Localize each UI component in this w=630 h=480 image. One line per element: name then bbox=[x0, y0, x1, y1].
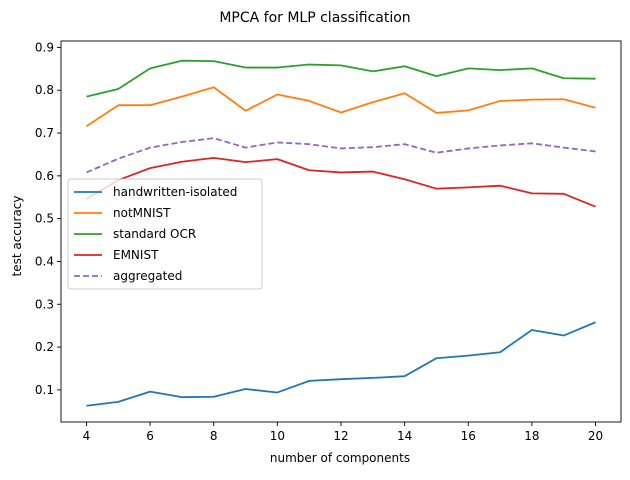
legend-label-0: handwritten-isolated bbox=[113, 185, 237, 199]
x-tick-label: 18 bbox=[524, 429, 539, 443]
y-tick-label: 0.8 bbox=[35, 83, 54, 97]
x-axis-label: number of components bbox=[270, 451, 410, 465]
legend-label-1: notMNIST bbox=[113, 206, 171, 220]
y-tick-label: 0.4 bbox=[35, 254, 54, 268]
x-tick-label: 12 bbox=[333, 429, 348, 443]
y-tick-label: 0.2 bbox=[35, 340, 54, 354]
legend-label-3: EMNIST bbox=[113, 248, 159, 262]
legend-label-2: standard OCR bbox=[113, 227, 196, 241]
chart-title: MPCA for MLP classification bbox=[219, 10, 410, 26]
x-tick-label: 6 bbox=[146, 429, 154, 443]
y-tick-label: 0.1 bbox=[35, 383, 54, 397]
x-tick-label: 14 bbox=[397, 429, 412, 443]
y-tick-label: 0.3 bbox=[35, 297, 54, 311]
y-tick-label: 0.9 bbox=[35, 40, 54, 54]
x-tick-label: 8 bbox=[210, 429, 218, 443]
legend-box bbox=[67, 178, 263, 290]
series-line-2 bbox=[86, 59, 596, 98]
y-tick-label: 0.7 bbox=[35, 126, 54, 140]
legend: handwritten-isolated notMNIST standard OCR… bbox=[67, 178, 263, 290]
x-tick-label: 4 bbox=[83, 429, 91, 443]
y-tick-label: 0.6 bbox=[35, 169, 54, 183]
x-tick-label: 16 bbox=[461, 429, 476, 443]
y-tick-label: 0.5 bbox=[35, 212, 54, 226]
x-tick-label: 20 bbox=[588, 429, 603, 443]
y-axis-label: test accuracy bbox=[10, 196, 24, 277]
series-line-4 bbox=[86, 137, 596, 174]
x-tick-label: 10 bbox=[270, 429, 285, 443]
axis-ticks: 4 6 8 10 12 14 16 18 20 0.1 0.2 0.3 0.4 0.5 0.6 0.7 0.8 0… bbox=[35, 40, 603, 443]
legend-label-4: aggregated bbox=[113, 269, 182, 283]
series-line-3 bbox=[85, 156, 596, 208]
series-line-0 bbox=[86, 321, 596, 407]
plot-area bbox=[60, 40, 622, 423]
series-line-1 bbox=[85, 86, 596, 127]
